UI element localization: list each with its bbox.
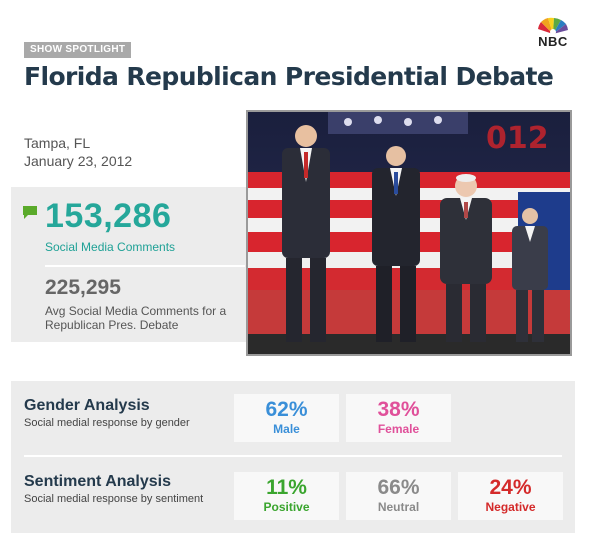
sentiment-analysis-subtitle: Social medial response by sentiment bbox=[24, 493, 204, 505]
page-title: Florida Republican Presidential Debate bbox=[24, 62, 554, 91]
gender-male-tile: 62% Male bbox=[234, 394, 339, 442]
analysis-divider bbox=[24, 455, 562, 457]
avg-comments-label: Avg Social Media Comments for a Republic… bbox=[45, 304, 227, 332]
sentiment-negative-tile: 24% Negative bbox=[458, 472, 563, 520]
gender-female-tile: 38% Female bbox=[346, 394, 451, 442]
sentiment-neutral-tile: 66% Neutral bbox=[346, 472, 451, 520]
event-location: Tampa, FL bbox=[24, 135, 91, 151]
sentiment-analysis-title: Sentiment Analysis bbox=[24, 473, 172, 490]
male-label: Male bbox=[273, 422, 300, 436]
stats-panel bbox=[11, 187, 247, 342]
neutral-label: Neutral bbox=[377, 500, 420, 514]
male-percent: 62% bbox=[265, 398, 308, 421]
debate-photo: 012 bbox=[246, 110, 572, 356]
nbc-logo-text: NBC bbox=[538, 34, 568, 49]
neutral-percent: 66% bbox=[377, 476, 420, 499]
gender-analysis-title: Gender Analysis bbox=[24, 397, 150, 414]
negative-percent: 24% bbox=[489, 476, 532, 499]
event-date: January 23, 2012 bbox=[24, 153, 133, 169]
nbc-peacock-logo bbox=[538, 17, 568, 35]
sentiment-positive-tile: 11% Positive bbox=[234, 472, 339, 520]
female-label: Female bbox=[377, 422, 420, 436]
female-percent: 38% bbox=[377, 398, 420, 421]
comments-count: 153,286 bbox=[45, 197, 172, 235]
comment-icon bbox=[23, 206, 37, 219]
stats-divider bbox=[45, 265, 245, 267]
gender-analysis-subtitle: Social medial response by gender bbox=[24, 417, 190, 429]
show-spotlight-badge: SHOW SPOTLIGHT bbox=[24, 42, 132, 58]
svg-text:012: 012 bbox=[486, 121, 549, 156]
avg-comments-count: 225,295 bbox=[45, 276, 121, 299]
positive-percent: 11% bbox=[266, 476, 307, 499]
positive-label: Positive bbox=[263, 500, 310, 514]
comments-label: Social Media Comments bbox=[45, 240, 176, 254]
negative-label: Negative bbox=[485, 500, 536, 514]
